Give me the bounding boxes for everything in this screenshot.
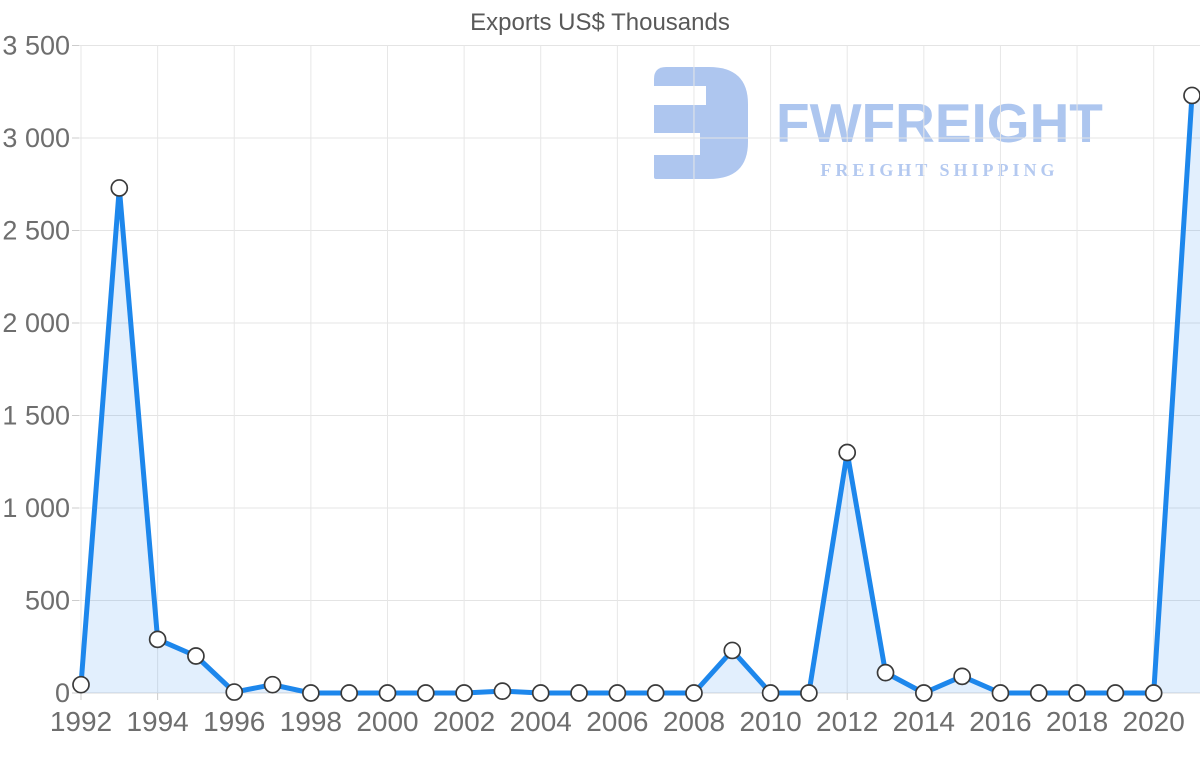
data-point-marker[interactable] [110, 179, 129, 197]
data-point-marker[interactable] [608, 684, 627, 702]
x-axis-label: 2004 [510, 706, 572, 737]
data-point-marker[interactable] [302, 684, 320, 702]
watermark-tagline-text: FREIGHT SHIPPING [820, 160, 1059, 180]
y-axis-label: 500 [25, 586, 70, 616]
y-axis-label: 2 000 [2, 308, 70, 338]
x-axis-label: 1992 [50, 706, 112, 737]
exports-line-series [78, 92, 1195, 696]
data-point-marker[interactable] [263, 675, 282, 694]
y-axis-label: 3 000 [2, 123, 70, 153]
data-point-marker[interactable] [838, 443, 857, 462]
x-axis-label: 1998 [280, 706, 342, 737]
data-point-marker[interactable] [187, 647, 205, 665]
data-point-marker[interactable] [493, 682, 512, 701]
data-point-marker[interactable] [1106, 684, 1125, 702]
data-point-marker[interactable] [1183, 86, 1200, 105]
x-axis-label: 2014 [893, 706, 955, 737]
data-point-marker[interactable] [455, 684, 473, 702]
x-axis-label: 2002 [433, 706, 495, 737]
x-axis-label: 1994 [126, 706, 188, 737]
x-axis-label: 2018 [1046, 706, 1108, 737]
data-point-marker[interactable] [148, 630, 167, 649]
data-point-marker[interactable] [685, 684, 703, 702]
data-point-marker[interactable] [800, 684, 818, 702]
area-fill [81, 95, 1200, 693]
data-point-marker[interactable] [914, 684, 933, 702]
x-axis-label: 2016 [969, 706, 1031, 737]
brand-watermark: FWFREIGHT FREIGHT SHIPPING [649, 66, 1103, 181]
y-axis-label: 3 500 [2, 31, 70, 61]
data-point-marker[interactable] [1144, 684, 1163, 702]
x-axis-label: 1996 [203, 706, 265, 737]
data-point-marker[interactable] [723, 641, 742, 660]
data-point-marker[interactable] [72, 675, 90, 694]
y-axis-label: 0 [55, 678, 70, 708]
data-point-marker[interactable] [876, 663, 895, 682]
y-axis-label: 2 500 [2, 216, 70, 246]
data-point-markers [72, 86, 1200, 702]
data-point-marker[interactable] [646, 684, 665, 702]
x-axis-label: 2006 [586, 706, 648, 737]
gridlines [72, 45, 1200, 700]
data-point-marker[interactable] [991, 684, 1010, 702]
data-point-marker[interactable] [953, 667, 971, 686]
watermark-text-block: FWFREIGHT FREIGHT SHIPPING [776, 96, 1103, 181]
data-point-marker[interactable] [1068, 684, 1086, 702]
watermark-brand-text: FWFREIGHT [776, 92, 1103, 154]
y-axis-label: 1 000 [2, 493, 70, 523]
data-point-marker[interactable] [570, 684, 588, 702]
x-axis-label: 2000 [356, 706, 418, 737]
data-point-marker[interactable] [416, 684, 435, 702]
x-axis-label: 2012 [816, 706, 878, 737]
data-point-marker[interactable] [378, 684, 397, 702]
x-axis-label: 2008 [663, 706, 725, 737]
x-axis-label: 2010 [739, 706, 801, 737]
data-point-marker[interactable] [1029, 684, 1048, 702]
chart-title: Exports US$ Thousands [470, 9, 730, 36]
data-point-marker[interactable] [531, 684, 550, 702]
y-axis-label: 1 500 [2, 401, 70, 431]
data-point-marker[interactable] [761, 684, 780, 702]
data-point-marker[interactable] [225, 683, 244, 701]
data-point-marker[interactable] [340, 684, 359, 702]
x-axis-label: 2020 [1123, 706, 1185, 737]
